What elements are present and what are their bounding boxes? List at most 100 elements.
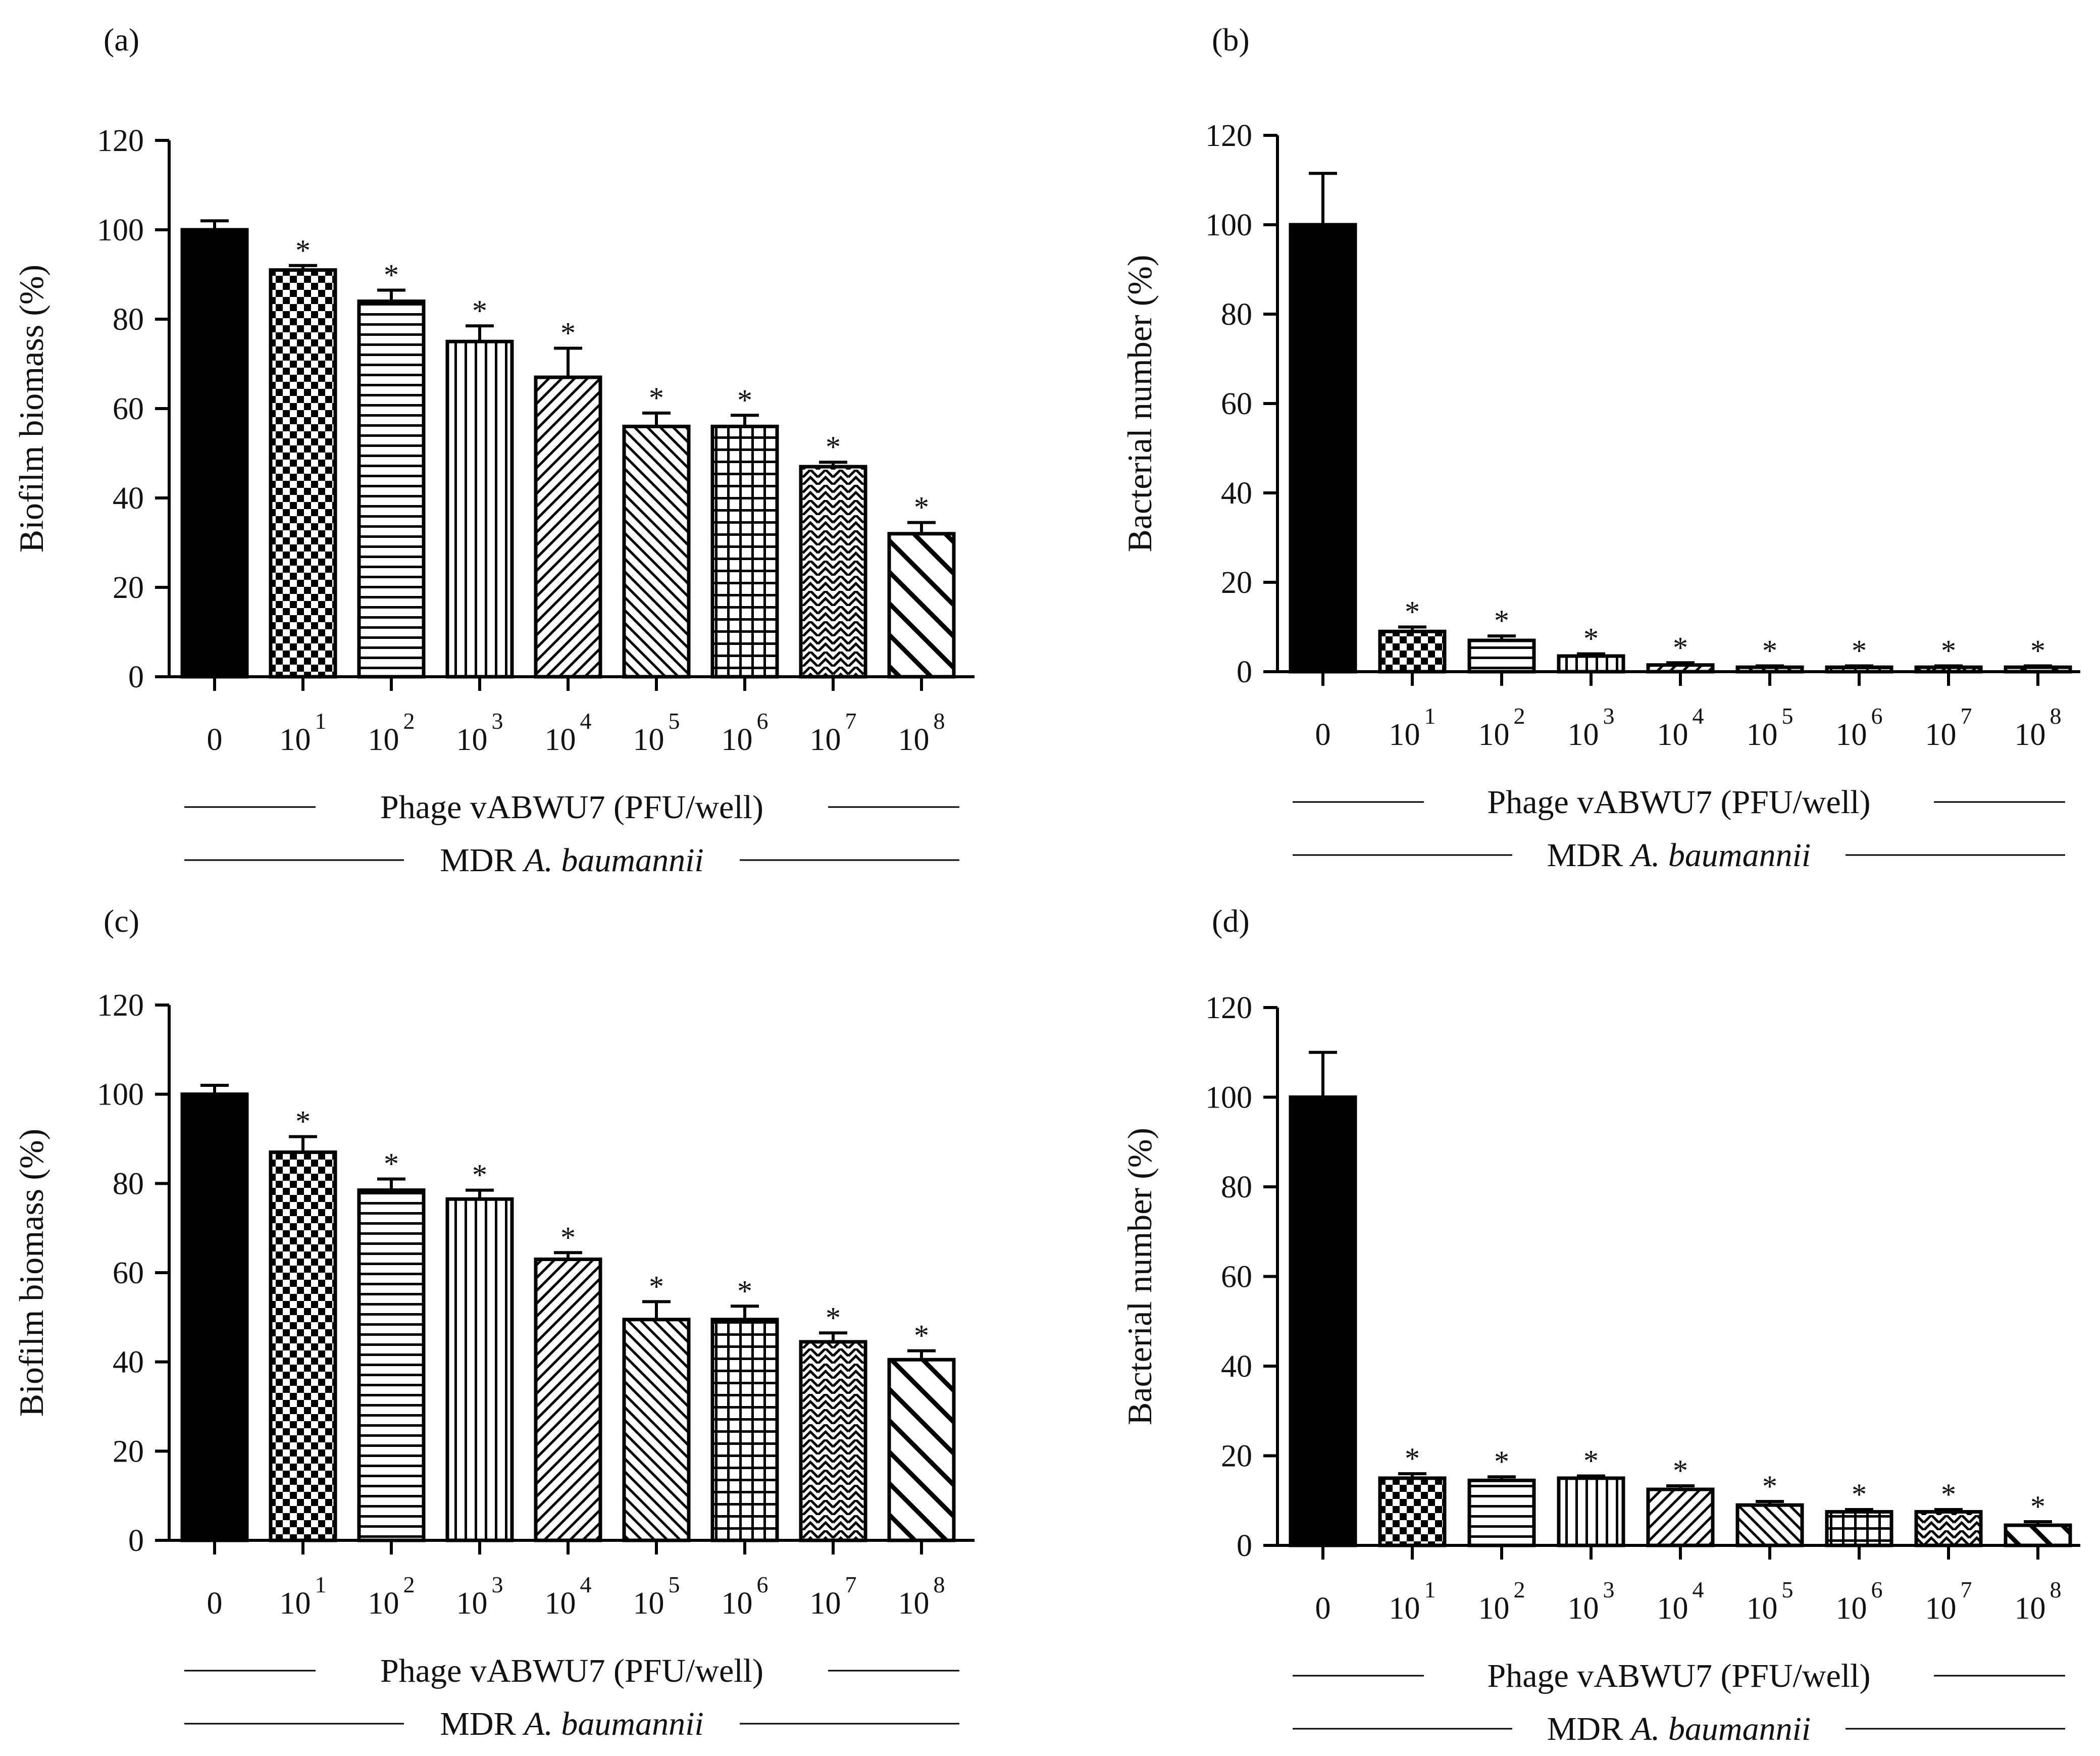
- y-tick-label: 60: [1221, 1260, 1252, 1294]
- organism-prefix: MDR: [440, 1705, 524, 1742]
- x-tick-base: 10: [1657, 1591, 1688, 1626]
- x-tick-label: 107: [810, 708, 857, 757]
- significance-marker: *: [649, 381, 664, 415]
- bar: [1825, 1510, 1893, 1547]
- significance-marker: *: [649, 1270, 664, 1303]
- significance-marker: *: [1762, 634, 1777, 667]
- bar: [445, 1197, 514, 1542]
- y-tick-label: 60: [113, 1256, 144, 1290]
- x-tick-exponent: 2: [1514, 1577, 1525, 1602]
- x-tick-base: 10: [1747, 1591, 1778, 1626]
- x-tick-exponent: 8: [2050, 703, 2062, 729]
- bar: [1646, 1487, 1715, 1547]
- x-tick-label: 107: [1925, 1577, 1972, 1626]
- y-tick-label: 60: [113, 392, 144, 426]
- x-tick-label: 108: [2015, 1577, 2062, 1626]
- significance-marker: *: [1673, 631, 1688, 664]
- bar: [887, 532, 956, 679]
- x-tick-base: 10: [1478, 1591, 1510, 1626]
- x-tick-exponent: 3: [492, 1572, 503, 1597]
- x-tick-label: 0: [207, 723, 223, 757]
- x-tick-exponent: 4: [580, 708, 592, 734]
- x-tick-label: 108: [2015, 703, 2062, 752]
- bar: [887, 1358, 956, 1542]
- bar: [180, 228, 249, 679]
- organism-name: A. baumannii: [522, 1705, 704, 1742]
- x-tick-base: 10: [1925, 718, 1957, 752]
- x-tick-base: 10: [1389, 718, 1420, 752]
- y-tick-label: 100: [1205, 208, 1252, 242]
- x-tick-base: 0: [1315, 1591, 1331, 1626]
- significance-marker: *: [384, 258, 399, 291]
- y-tick-label: 0: [128, 660, 144, 694]
- x-tick-label: 102: [1478, 1577, 1525, 1626]
- x-tick-base: 10: [1836, 718, 1867, 752]
- organism-prefix: MDR: [1547, 837, 1631, 874]
- x-tick-base: 10: [456, 1586, 488, 1621]
- bar: [357, 299, 426, 679]
- significance-marker: *: [1583, 622, 1599, 656]
- significance-marker: *: [914, 491, 929, 524]
- x-tick-base: 10: [898, 1586, 930, 1621]
- x-tick-label: 103: [1568, 703, 1615, 752]
- x-tick-base: 10: [722, 723, 753, 757]
- bar: [1289, 1095, 1357, 1547]
- bar: [622, 424, 691, 679]
- x-tick-base: 10: [1568, 1591, 1599, 1626]
- bar: [1467, 638, 1536, 674]
- significance-marker: *: [2030, 1490, 2045, 1523]
- y-tick-label: 0: [1237, 1529, 1252, 1563]
- x-tick-exponent: 4: [1693, 703, 1704, 729]
- y-tick-label: 40: [1221, 1349, 1252, 1384]
- x-tick-base: 10: [633, 723, 664, 757]
- y-tick-label: 120: [1205, 991, 1252, 1025]
- x-tick-label: 101: [1389, 703, 1436, 752]
- x-tick-base: 0: [1315, 718, 1331, 752]
- x-tick-exponent: 5: [1782, 1577, 1794, 1602]
- panel-label: (a): [104, 22, 139, 58]
- x-tick-base: 10: [280, 723, 311, 757]
- x-tick-exponent: 6: [757, 1572, 769, 1597]
- x-tick-exponent: 7: [845, 708, 857, 734]
- y-tick-label: 0: [1237, 655, 1252, 689]
- chart-panel-4: (d) 0 20 40 60 80 100 120 Bacterial number (%) 0 1…: [1120, 903, 2080, 1747]
- bar: [1914, 1510, 1983, 1547]
- x-tick-exponent: 5: [669, 1572, 680, 1597]
- x-tick-exponent: 6: [757, 708, 769, 734]
- x-tick-label: 107: [810, 1572, 857, 1621]
- significance-marker: *: [1494, 604, 1509, 637]
- organism-name: A. baumannii: [1629, 1711, 1811, 1747]
- bar: [1289, 223, 1357, 674]
- significance-marker: *: [1405, 595, 1420, 629]
- significance-marker: *: [826, 430, 841, 464]
- x-tick-label: 105: [633, 708, 680, 757]
- y-tick-label: 20: [113, 571, 144, 605]
- x-tick-label: 108: [898, 708, 945, 757]
- x-tick-base: 10: [456, 723, 488, 757]
- y-tick-label: 80: [113, 303, 144, 337]
- bar: [1825, 665, 1893, 674]
- y-tick-label: 120: [1205, 119, 1252, 153]
- y-tick-label: 120: [97, 124, 144, 158]
- x-tick-label: 101: [1389, 1577, 1436, 1626]
- significance-marker: *: [295, 1105, 311, 1138]
- bar: [180, 1092, 249, 1542]
- organism-caption: MDR A. baumannii: [440, 842, 704, 879]
- bar: [1735, 665, 1804, 674]
- x-tick-label: 102: [368, 708, 415, 757]
- x-tick-base: 10: [810, 1586, 841, 1621]
- bar: [357, 1188, 426, 1542]
- bar: [534, 1258, 602, 1542]
- x-tick-base: 10: [810, 723, 841, 757]
- x-tick-exponent: 3: [1603, 703, 1615, 729]
- x-tick-label: 0: [1315, 718, 1331, 752]
- x-tick-base: 0: [207, 723, 223, 757]
- significance-marker: *: [826, 1301, 841, 1334]
- bar: [710, 1318, 779, 1542]
- x-tick-exponent: 7: [1961, 703, 1972, 729]
- x-tick-exponent: 3: [492, 708, 503, 734]
- x-axis-title: Phage vABWU7 (PFU/well): [1488, 784, 1871, 821]
- organism-caption: MDR A. baumannii: [440, 1705, 704, 1742]
- x-tick-label: 105: [633, 1572, 680, 1621]
- x-tick-label: 104: [1657, 703, 1704, 752]
